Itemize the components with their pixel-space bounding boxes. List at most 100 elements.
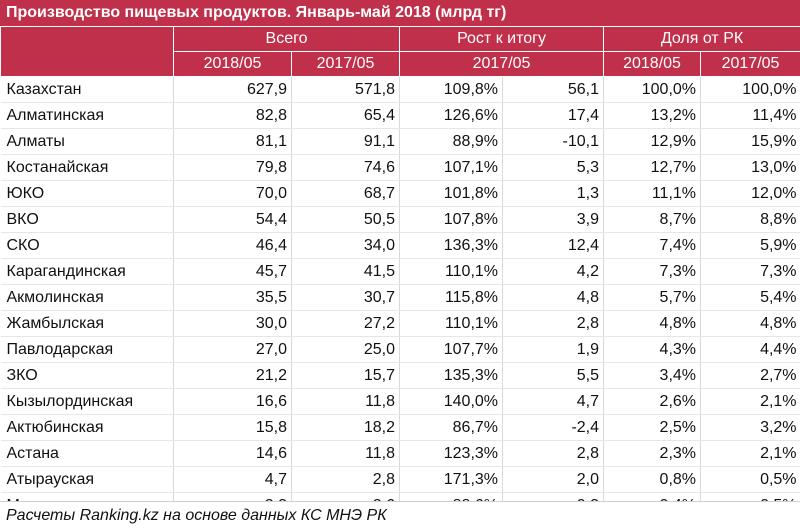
growth-abs-cell: 3,9 xyxy=(503,207,604,233)
region-cell: СКО xyxy=(1,233,174,259)
share-2017-cell: 7,3% xyxy=(701,259,800,285)
region-cell: Атырауская xyxy=(1,467,174,493)
growth-abs-cell: 5,3 xyxy=(503,155,604,181)
share-2017-cell: 15,9% xyxy=(701,129,800,155)
header-total-2017: 2017/05 xyxy=(292,52,400,77)
growth-pct-cell: 135,3% xyxy=(400,363,503,389)
growth-abs-cell: 2,8 xyxy=(503,441,604,467)
growth-pct-cell: 140,0% xyxy=(400,389,503,415)
total-2018-cell: 30,0 xyxy=(174,311,292,337)
growth-pct-cell: 109,8% xyxy=(400,77,503,103)
share-2017-cell: 8,8% xyxy=(701,207,800,233)
growth-abs-cell: -2,4 xyxy=(503,415,604,441)
total-2018-cell: 627,9 xyxy=(174,77,292,103)
source-footnote: Расчеты Ranking.kz на основе данных КС М… xyxy=(0,501,800,529)
growth-abs-cell: -10,1 xyxy=(503,129,604,155)
total-2018-cell: 45,7 xyxy=(174,259,292,285)
share-2018-cell: 12,9% xyxy=(604,129,701,155)
total-2018-cell: 79,8 xyxy=(174,155,292,181)
total-2018-cell: 35,5 xyxy=(174,285,292,311)
header-region-blank xyxy=(1,27,174,77)
total-2017-cell: 18,2 xyxy=(292,415,400,441)
share-2018-cell: 4,8% xyxy=(604,311,701,337)
growth-abs-cell: 1,9 xyxy=(503,337,604,363)
growth-pct-cell: 88,9% xyxy=(400,129,503,155)
total-2017-cell: 11,8 xyxy=(292,441,400,467)
share-2018-cell: 2,5% xyxy=(604,415,701,441)
share-2017-cell: 12,0% xyxy=(701,181,800,207)
total-2018-cell: 82,8 xyxy=(174,103,292,129)
total-2017-cell: 25,0 xyxy=(292,337,400,363)
growth-abs-cell: 12,4 xyxy=(503,233,604,259)
region-cell: Астана xyxy=(1,441,174,467)
share-2018-cell: 100,0% xyxy=(604,77,701,103)
total-2017-cell: 15,7 xyxy=(292,363,400,389)
share-2018-cell: 2,3% xyxy=(604,441,701,467)
header-share-2017: 2017/05 xyxy=(701,52,800,77)
growth-pct-cell: 126,6% xyxy=(400,103,503,129)
growth-pct-cell: 115,8% xyxy=(400,285,503,311)
growth-pct-cell: 110,1% xyxy=(400,259,503,285)
total-2017-cell: 2,8 xyxy=(292,467,400,493)
total-2018-cell: 21,2 xyxy=(174,363,292,389)
production-table: Всего Рост к итогу Доля от РК 2018/05 20… xyxy=(0,26,800,519)
share-2018-cell: 7,4% xyxy=(604,233,701,259)
share-2017-cell: 4,4% xyxy=(701,337,800,363)
growth-pct-cell: 107,1% xyxy=(400,155,503,181)
total-2017-cell: 50,5 xyxy=(292,207,400,233)
share-2018-cell: 4,3% xyxy=(604,337,701,363)
region-cell: Жамбылская xyxy=(1,311,174,337)
total-2018-cell: 14,6 xyxy=(174,441,292,467)
region-cell: Карагандинская xyxy=(1,259,174,285)
table-header: Всего Рост к итогу Доля от РК 2018/05 20… xyxy=(1,27,800,77)
total-2017-cell: 34,0 xyxy=(292,233,400,259)
growth-pct-cell: 110,1% xyxy=(400,311,503,337)
region-cell: Актюбинская xyxy=(1,415,174,441)
total-2017-cell: 65,4 xyxy=(292,103,400,129)
header-group-total: Всего xyxy=(174,27,400,52)
growth-abs-cell: 17,4 xyxy=(503,103,604,129)
total-2018-cell: 70,0 xyxy=(174,181,292,207)
total-2017-cell: 571,8 xyxy=(292,77,400,103)
region-cell: Акмолинская xyxy=(1,285,174,311)
growth-abs-cell: 4,2 xyxy=(503,259,604,285)
region-cell: Костанайская xyxy=(1,155,174,181)
region-cell: Алматы xyxy=(1,129,174,155)
total-2018-cell: 54,4 xyxy=(174,207,292,233)
share-2017-cell: 3,2% xyxy=(701,415,800,441)
header-total-2018: 2018/05 xyxy=(174,52,292,77)
total-2017-cell: 27,2 xyxy=(292,311,400,337)
share-2018-cell: 2,6% xyxy=(604,389,701,415)
share-2018-cell: 8,7% xyxy=(604,207,701,233)
share-2018-cell: 12,7% xyxy=(604,155,701,181)
share-2017-cell: 5,9% xyxy=(701,233,800,259)
header-share-2018: 2018/05 xyxy=(604,52,701,77)
share-2018-cell: 13,2% xyxy=(604,103,701,129)
region-cell: ВКО xyxy=(1,207,174,233)
total-2018-cell: 81,1 xyxy=(174,129,292,155)
region-cell: ЗКО xyxy=(1,363,174,389)
region-cell: Казахстан xyxy=(1,77,174,103)
total-2018-cell: 4,7 xyxy=(174,467,292,493)
share-2017-cell: 2,1% xyxy=(701,441,800,467)
share-2017-cell: 0,5% xyxy=(701,467,800,493)
share-2018-cell: 5,7% xyxy=(604,285,701,311)
growth-pct-cell: 171,3% xyxy=(400,467,503,493)
total-2017-cell: 91,1 xyxy=(292,129,400,155)
share-2017-cell: 13,0% xyxy=(701,155,800,181)
growth-abs-cell: 5,5 xyxy=(503,363,604,389)
growth-abs-cell: 2,8 xyxy=(503,311,604,337)
table-title: Производство пищевых продуктов. Январь-м… xyxy=(0,0,800,26)
